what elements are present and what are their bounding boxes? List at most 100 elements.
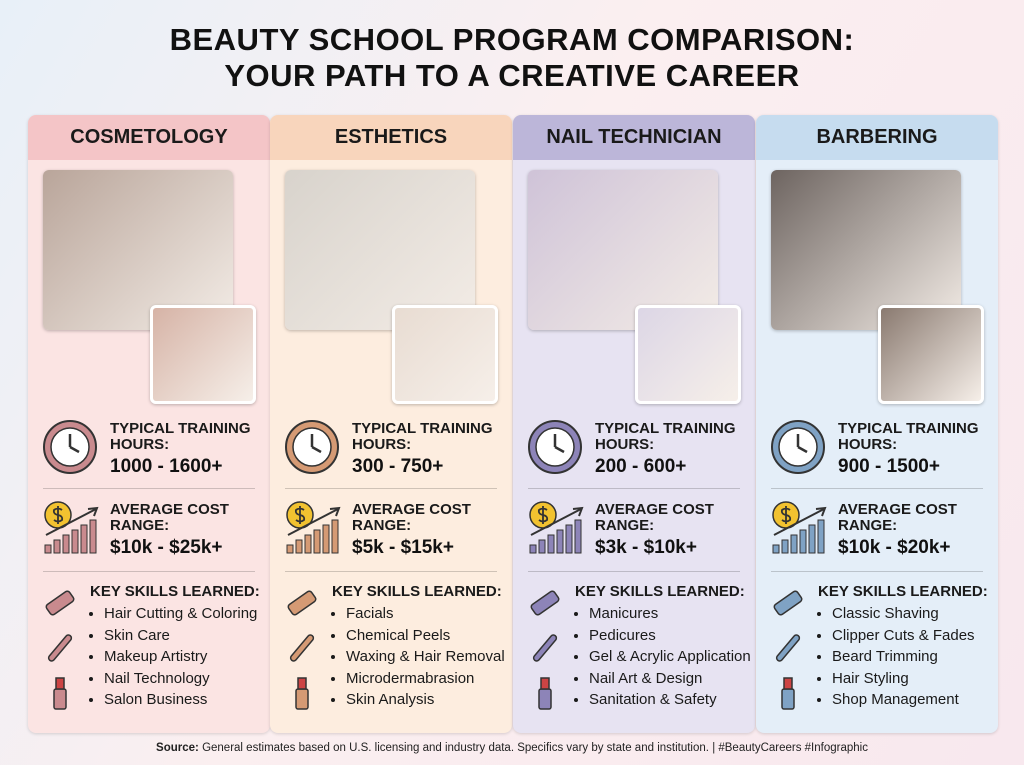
skill-icon <box>538 677 552 710</box>
photo <box>150 305 256 404</box>
skill-icon <box>525 583 565 628</box>
cost-value: $5k - $15k+ <box>352 537 454 558</box>
separator <box>528 571 740 572</box>
hours-label: TYPICAL TRAINING HOURS: <box>110 420 251 453</box>
program-card: COSMETOLOGY TYPICAL TRAINING HOURS: 1000 -… <box>28 115 270 733</box>
skill-icon <box>282 583 322 628</box>
separator <box>528 488 740 489</box>
cost-value: $10k - $20k+ <box>838 537 951 558</box>
skills-list: Classic ShavingClipper Cuts & FadesBeard… <box>818 603 975 711</box>
skill-icon <box>781 677 795 710</box>
skill: Facials <box>346 603 505 625</box>
hours-label: TYPICAL TRAINING HOURS: <box>352 420 493 453</box>
clock <box>526 418 584 481</box>
skills-list: Hair Cutting & ColoringSkin CareMakeup A… <box>90 603 257 711</box>
skill: Hair Cutting & Coloring <box>104 603 257 625</box>
skill: Nail Technology <box>104 668 257 690</box>
skill-icon <box>282 628 322 673</box>
skill: Clipper Cuts & Fades <box>832 625 975 647</box>
separator <box>285 488 497 489</box>
skill: Classic Shaving <box>832 603 975 625</box>
hours-value: 200 - 600+ <box>595 456 687 477</box>
skills-label: KEY SKILLS LEARNED: <box>90 583 260 600</box>
skill-icon <box>53 677 67 710</box>
clock <box>283 418 341 481</box>
skill: Shop Management <box>832 689 975 711</box>
skill: Sanitation & Safety <box>589 689 751 711</box>
skill: Makeup Artistry <box>104 646 257 668</box>
hours-value: 300 - 750+ <box>352 456 444 477</box>
hours-label: TYPICAL TRAINING HOURS: <box>595 420 736 453</box>
skills-list: FacialsChemical PeelsWaxing & Hair Remov… <box>332 603 505 711</box>
photo <box>285 170 475 330</box>
program-card: ESTHETICS TYPICAL TRAINING HOURS: 300 - 75… <box>270 115 512 733</box>
cost-icon <box>529 501 584 554</box>
skill-icon <box>525 628 565 673</box>
separator <box>771 488 983 489</box>
clock-icon <box>528 420 582 474</box>
skill-icon <box>45 590 75 616</box>
skill: Waxing & Hair Removal <box>346 646 505 668</box>
skill: Beard Trimming <box>832 646 975 668</box>
photo <box>635 305 741 404</box>
clock <box>769 418 827 481</box>
cost-label: AVERAGE COST RANGE: <box>595 501 714 534</box>
clock <box>41 418 99 481</box>
cost <box>284 501 346 564</box>
separator <box>43 571 255 572</box>
photo <box>392 305 498 404</box>
cost-value: $3k - $10k+ <box>595 537 697 558</box>
skill-icon <box>40 673 80 718</box>
skill: Chemical Peels <box>346 625 505 647</box>
skill-icon <box>532 634 558 662</box>
skill-icon <box>289 634 315 662</box>
program-name: NAIL TECHNICIAN <box>513 115 755 160</box>
skill: Skin Analysis <box>346 689 505 711</box>
skill-icon <box>47 634 73 662</box>
footer: Source: General estimates based on U.S. … <box>0 742 1024 754</box>
source-text: General estimates based on U.S. licensin… <box>202 742 709 754</box>
skill: Skin Care <box>104 625 257 647</box>
cost <box>42 501 104 564</box>
cost-label: AVERAGE COST RANGE: <box>352 501 471 534</box>
program-name: BARBERING <box>756 115 998 160</box>
separator <box>43 488 255 489</box>
skill-icon <box>525 673 565 718</box>
cost-icon <box>286 501 341 554</box>
skill: Microdermabrasion <box>346 668 505 690</box>
skill: Salon Business <box>104 689 257 711</box>
photo <box>878 305 984 404</box>
cost-label: AVERAGE COST RANGE: <box>110 501 229 534</box>
photo <box>771 170 961 330</box>
skill-icon <box>768 628 808 673</box>
skills-label: KEY SKILLS LEARNED: <box>818 583 988 600</box>
skills-label: KEY SKILLS LEARNED: <box>332 583 502 600</box>
cost-icon <box>772 501 827 554</box>
skill-icon <box>287 590 317 616</box>
cost-value: $10k - $25k+ <box>110 537 223 558</box>
cost-label: AVERAGE COST RANGE: <box>838 501 957 534</box>
program-card: BARBERING TYPICAL TRAINING HOURS: 900 - 15… <box>756 115 998 733</box>
tags: | #BeautyCareers #Infographic <box>712 742 868 754</box>
photo <box>528 170 718 330</box>
clock-icon <box>43 420 97 474</box>
program-name: ESTHETICS <box>270 115 512 160</box>
skill-icon <box>768 673 808 718</box>
title-line: BEAUTY SCHOOL PROGRAM COMPARISON: <box>169 22 855 57</box>
skills-label: KEY SKILLS LEARNED: <box>575 583 745 600</box>
hours-value: 1000 - 1600+ <box>110 456 223 477</box>
title-line: YOUR PATH TO A CREATIVE CAREER <box>224 58 800 93</box>
cost <box>527 501 589 564</box>
cost <box>770 501 832 564</box>
skill-icon <box>530 590 560 616</box>
program-name: COSMETOLOGY <box>28 115 270 160</box>
skill: Hair Styling <box>832 668 975 690</box>
skill: Pedicures <box>589 625 751 647</box>
photo <box>43 170 233 330</box>
separator <box>771 571 983 572</box>
clock-icon <box>771 420 825 474</box>
program-card: NAIL TECHNICIAN TYPICAL TRAINING HOURS: 20… <box>513 115 755 733</box>
skill: Gel & Acrylic Application <box>589 646 751 668</box>
skill-icon <box>768 583 808 628</box>
